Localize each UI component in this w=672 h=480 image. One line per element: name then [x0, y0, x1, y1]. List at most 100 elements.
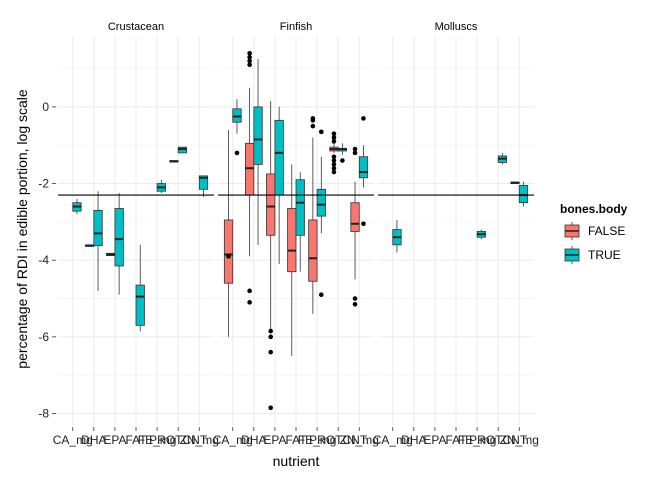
x-tick-label: FAT [445, 433, 467, 447]
outlier-point [310, 116, 316, 121]
box-fat-false [287, 164, 297, 357]
outlier-point [318, 292, 324, 297]
y-tick-label: -8 [38, 407, 49, 421]
legend-item-true: TRUE [564, 246, 621, 264]
box-ca_mg-true [232, 99, 242, 156]
facet-title: Crustacean [108, 21, 164, 33]
box-fat-true [295, 172, 305, 272]
box-fe_mg-true [156, 179, 166, 194]
box-zn_mg-true [198, 175, 209, 197]
legend-label: FALSE [588, 224, 625, 238]
box-body [308, 219, 318, 282]
boxes [223, 50, 369, 411]
x-tick-label: DHA [401, 433, 426, 447]
box-ca_mg-true [392, 219, 402, 253]
x-tick-label: PROTCNT [309, 433, 368, 447]
box-body [295, 179, 305, 236]
outlier-point [247, 62, 252, 68]
x-tick-label: PROTCNT [469, 433, 528, 447]
x-tick-label: DHA [241, 433, 266, 447]
outlier-point [352, 296, 358, 301]
box-zn_mg-true [358, 116, 369, 227]
y-axis-title: percentage of RDI in edible portion, log… [14, 89, 30, 369]
box-zn_mg-true [518, 181, 529, 207]
x-tick-label: CA_mg [213, 433, 253, 447]
x-tick-label: PROTCNT [149, 433, 208, 447]
outlier-point [318, 129, 324, 135]
box-prot-true [177, 146, 187, 154]
box-epa-false [266, 101, 276, 411]
outlier-point [331, 169, 337, 175]
box-body [266, 173, 276, 236]
box-epa-false [106, 252, 116, 257]
box-body [350, 202, 360, 232]
x-tick-label: FE_mg [458, 433, 497, 447]
facet-title: Finfish [280, 21, 312, 33]
y-tick-label: -4 [38, 253, 49, 267]
box-prot-false [169, 160, 179, 163]
outlier-point [361, 116, 366, 121]
box-epa-true [114, 193, 124, 295]
x-tick-label: FE_mg [138, 433, 177, 447]
x-axis-title: nutrient [273, 453, 320, 469]
outlier-point [226, 254, 231, 259]
outlier-point [268, 334, 274, 340]
grid-major [58, 36, 214, 425]
facet-panel-crustacean: Crustacean [58, 21, 214, 425]
grid-major [378, 36, 534, 425]
box-epa-true [274, 106, 284, 265]
box-fe_mg-true [316, 129, 326, 297]
box-body [274, 119, 284, 196]
box-body [223, 219, 234, 284]
box-body [287, 208, 297, 273]
outlier-point [331, 131, 337, 137]
box-prot-false [329, 131, 339, 175]
outlier-point [331, 154, 337, 160]
facet-panel-molluscs: Molluscs [378, 21, 534, 425]
facet-panels: Crustacean Finfish Molluscs [58, 21, 534, 425]
facet-title: Molluscs [435, 21, 478, 33]
y-tick-label: -6 [38, 330, 49, 344]
box-body [93, 209, 103, 247]
box-body [114, 208, 124, 267]
box-dha-true [93, 191, 103, 291]
x-tick-label: FAT [125, 433, 147, 447]
box-ca_mg-true [72, 198, 82, 215]
outlier-point [247, 288, 252, 294]
x-tick-label: DHA [81, 433, 106, 447]
box-body [358, 156, 369, 179]
box-dha-false [245, 50, 255, 305]
box-dha-true [253, 58, 263, 245]
outlier-point [247, 50, 252, 56]
outlier-point [268, 349, 274, 355]
boxes [392, 152, 529, 253]
outlier-point [340, 158, 345, 163]
legend: bones.body FALSE TRUE [560, 202, 628, 264]
x-tick-label: EPA [103, 433, 126, 447]
x-tick-label: FE_mg [298, 433, 337, 447]
x-axis: CA_mgDHAEPAFATFE_mgPROTCNTZN_mgCA_mgDHAE… [53, 427, 539, 447]
outlier-point [331, 158, 337, 163]
x-tick-label: ZN_mg [500, 433, 539, 447]
box-fat-true [135, 244, 145, 332]
box-prot-true [337, 143, 347, 163]
facet-panel-finfish: Finfish [218, 21, 374, 425]
box-zn_mg-false [350, 146, 360, 307]
outlier-point [268, 328, 274, 334]
legend-label: TRUE [588, 248, 621, 262]
boxes [72, 146, 209, 332]
x-tick-label: ZN_mg [340, 433, 379, 447]
box-zn_mg-false [510, 181, 520, 184]
box-body [135, 284, 145, 326]
legend-items: FALSE TRUE [564, 222, 625, 264]
box-prot-true [497, 152, 507, 165]
outlier-point [234, 150, 240, 156]
outlier-point [310, 123, 316, 129]
outlier-point [331, 165, 337, 171]
outlier-point [247, 54, 252, 60]
y-tick-label: -2 [38, 177, 49, 191]
box-fe_mg-false [308, 116, 318, 314]
outlier-point [247, 300, 252, 305]
x-tick-label: CA_mg [53, 433, 93, 447]
